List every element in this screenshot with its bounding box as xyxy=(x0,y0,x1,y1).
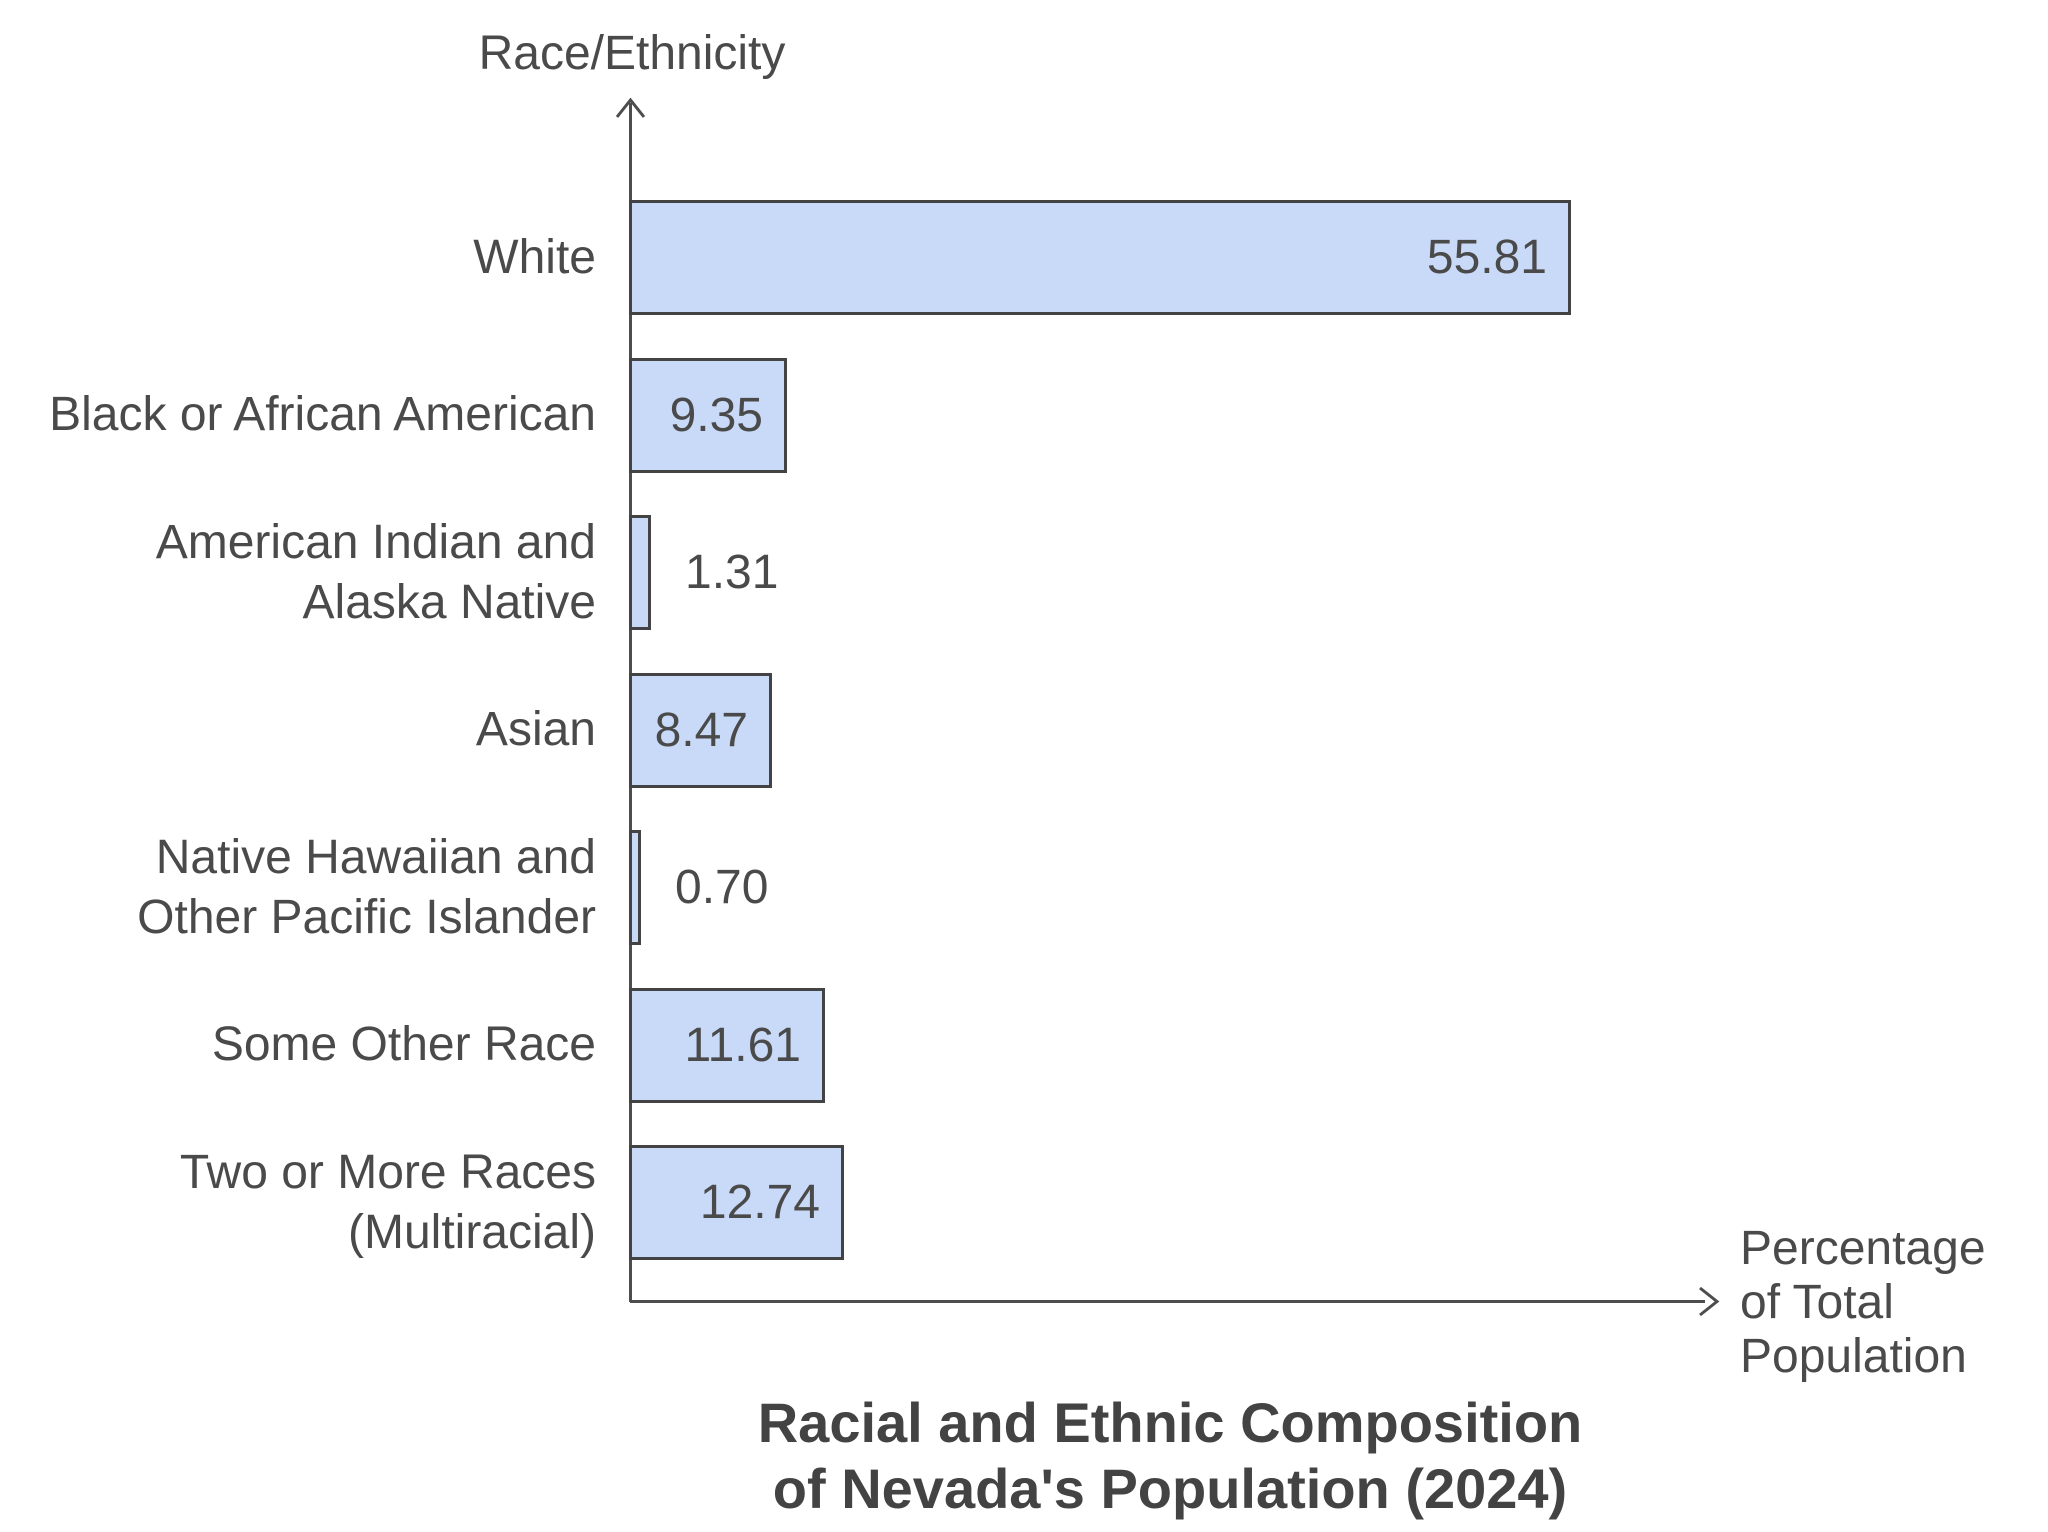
category-label: Black or African American xyxy=(49,388,596,441)
bar-value-label: 0.70 xyxy=(675,861,769,914)
bar xyxy=(629,672,772,788)
bar-value-label: 12.74 xyxy=(699,1176,820,1229)
y-axis-arrowhead-icon xyxy=(615,97,646,118)
bar xyxy=(629,357,787,473)
category-label: Asian xyxy=(475,703,596,756)
y-axis-title: Race/Ethnicity xyxy=(478,27,786,80)
bar-value-label: 9.35 xyxy=(669,388,763,442)
bar xyxy=(629,1145,844,1260)
x-axis-title: Percentage of Total Population xyxy=(1740,1222,1986,1383)
bar-value-label: 8.47 xyxy=(654,703,748,757)
bar-value-label: 11.61 xyxy=(684,1018,801,1072)
category-label: White xyxy=(473,230,596,284)
bar xyxy=(629,515,651,630)
bar-value-label: 1.31 xyxy=(685,546,779,599)
category-label: Two or More Races (Multiracial) xyxy=(179,1145,596,1259)
bar xyxy=(629,830,641,945)
category-label: American Indian and Alaska Native xyxy=(155,515,596,629)
chart-title: Racial and Ethnic Composition of Nevada'… xyxy=(757,1391,1583,1520)
bar xyxy=(629,200,1571,315)
category-label: Native Hawaiian and Other Pacific Island… xyxy=(137,830,596,944)
bar xyxy=(629,987,825,1103)
bar-value-label: 55.81 xyxy=(1426,231,1547,284)
category-label: Some Other Race xyxy=(211,1018,596,1071)
x-axis-arrowhead-icon xyxy=(1699,1286,1720,1317)
